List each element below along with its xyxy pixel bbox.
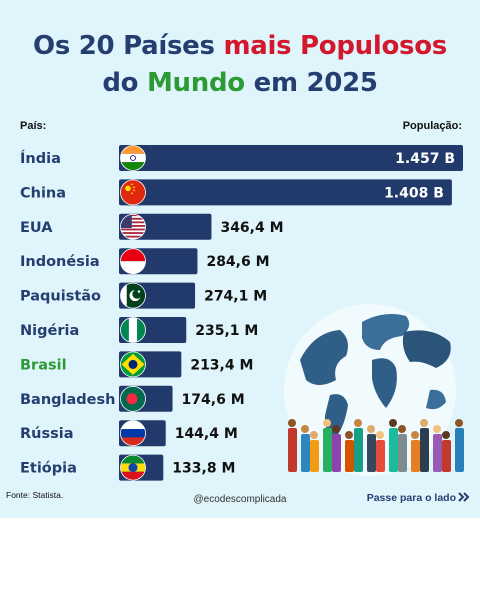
- value-label: 235,1 M: [195, 323, 258, 339]
- population-column-header: População:: [402, 120, 462, 132]
- value-label: 1.408 B: [384, 185, 444, 201]
- person-figure: [345, 431, 354, 472]
- china-flag-icon: [120, 179, 146, 206]
- value-label: 144,4 M: [175, 426, 238, 442]
- person-figure: [376, 431, 385, 472]
- india-flag-icon: [120, 145, 146, 171]
- next-slide-label: Passe para o lado: [366, 492, 456, 504]
- bar-row: Brasil 213,4 M: [20, 351, 253, 378]
- value-label: 1.457 B: [395, 151, 455, 167]
- country-label: EUA: [20, 220, 53, 236]
- bar-row: EUA 346,4 M: [20, 213, 284, 240]
- author-handle: @ecodescomplicada: [193, 494, 287, 505]
- country-label: China: [20, 185, 66, 201]
- person-figure: [389, 419, 398, 472]
- person-figure: [301, 425, 310, 472]
- next-slide-link[interactable]: Passe para o lado: [367, 492, 470, 504]
- indonesia-flag-icon: [120, 248, 146, 275]
- value-label: 284,6 M: [206, 254, 269, 270]
- title-text: Os 20 Países: [33, 31, 224, 61]
- bangladesh-flag-icon: [120, 385, 146, 412]
- country-label: Índia: [20, 150, 61, 167]
- country-label: Indonésia: [20, 254, 100, 270]
- title-line-1: Os 20 Países mais Populosos: [0, 28, 480, 65]
- pakistan-flag-icon: [120, 282, 146, 309]
- person-figure: [433, 425, 442, 472]
- bar-series: Índia 1.457 B China 1.408 B EUA 346,4 M Indoné…: [20, 145, 463, 481]
- bar-row: China 1.408 B: [20, 179, 452, 206]
- title-highlight: mais Populosos: [223, 31, 447, 61]
- country-label: Paquistão: [20, 289, 101, 305]
- title-text: em 2025: [244, 68, 378, 98]
- ethiopia-flag-icon: [120, 454, 146, 481]
- country-label: Rússia: [20, 426, 74, 442]
- person-figure: [442, 431, 451, 472]
- nigeria-flag-icon: [120, 317, 146, 343]
- russia-flag-icon: [120, 420, 146, 447]
- title-highlight: Mundo: [146, 68, 245, 98]
- page-title: Os 20 Países mais Populosos do Mundo em …: [0, 28, 480, 102]
- source-note: Fonte: Statista.: [6, 490, 64, 500]
- bar-row: Etiópia 133,8 M: [20, 454, 235, 481]
- brazil-flag-icon: [120, 351, 146, 378]
- bar-row: Bangladesh 174,6 M: [20, 385, 245, 412]
- people-crowd-illustration: [288, 419, 464, 472]
- title-line-2: do Mundo em 2025: [0, 65, 480, 102]
- bar-row: Paquistão 274,1 M: [20, 282, 267, 309]
- value-label: 133,8 M: [172, 461, 235, 477]
- person-figure: [323, 419, 332, 472]
- country-label: Etiópia: [20, 461, 77, 477]
- bar: [119, 179, 452, 206]
- country-label: Nigéria: [20, 323, 79, 339]
- person-figure: [420, 419, 429, 472]
- value-label: 213,4 M: [190, 357, 253, 373]
- bar: [119, 145, 463, 171]
- value-label: 174,6 M: [182, 392, 245, 408]
- person-figure: [455, 419, 464, 472]
- usa-flag-icon: [120, 213, 146, 240]
- country-label: Brasil: [20, 357, 67, 373]
- bar-row: Índia 1.457 B: [20, 145, 463, 171]
- person-figure: [354, 419, 363, 472]
- country-column-header: País:: [20, 120, 47, 132]
- person-figure: [310, 431, 319, 472]
- bar-row: Rússia 144,4 M: [20, 420, 238, 447]
- person-figure: [332, 425, 341, 472]
- person-figure: [367, 425, 376, 472]
- value-label: 274,1 M: [204, 289, 267, 305]
- person-figure: [288, 419, 297, 472]
- title-text: do: [102, 68, 147, 98]
- person-figure: [398, 425, 407, 472]
- bar-row: Indonésia 284,6 M: [20, 248, 270, 275]
- value-label: 346,4 M: [220, 220, 283, 236]
- population-bar-chart: Índia 1.457 B China 1.408 B EUA 346,4 M Indoné…: [20, 145, 464, 481]
- double-chevron-right-icon: [458, 492, 470, 502]
- person-figure: [411, 431, 420, 472]
- bar-row: Nigéria 235,1 M: [20, 317, 258, 343]
- country-label: Bangladesh: [20, 392, 115, 408]
